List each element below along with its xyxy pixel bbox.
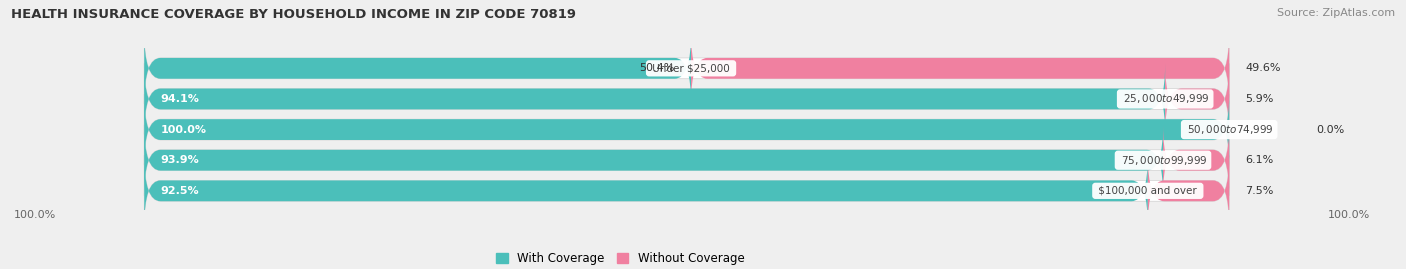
FancyBboxPatch shape — [145, 33, 1229, 104]
Text: $75,000 to $99,999: $75,000 to $99,999 — [1118, 154, 1208, 167]
Text: Source: ZipAtlas.com: Source: ZipAtlas.com — [1277, 8, 1395, 18]
Text: 50.4%: 50.4% — [640, 63, 675, 73]
Text: 100.0%: 100.0% — [160, 125, 207, 134]
FancyBboxPatch shape — [145, 155, 1229, 226]
FancyBboxPatch shape — [145, 94, 1229, 165]
Text: 6.1%: 6.1% — [1246, 155, 1274, 165]
FancyBboxPatch shape — [145, 33, 692, 104]
Text: $100,000 and over: $100,000 and over — [1095, 186, 1201, 196]
FancyBboxPatch shape — [145, 63, 1229, 134]
FancyBboxPatch shape — [692, 33, 1229, 104]
FancyBboxPatch shape — [145, 125, 1163, 196]
Text: 100.0%: 100.0% — [1329, 210, 1371, 220]
FancyBboxPatch shape — [145, 125, 1229, 196]
Text: HEALTH INSURANCE COVERAGE BY HOUSEHOLD INCOME IN ZIP CODE 70819: HEALTH INSURANCE COVERAGE BY HOUSEHOLD I… — [11, 8, 576, 21]
Text: 100.0%: 100.0% — [14, 210, 56, 220]
Text: $25,000 to $49,999: $25,000 to $49,999 — [1121, 93, 1211, 105]
FancyBboxPatch shape — [1147, 155, 1229, 226]
FancyBboxPatch shape — [1166, 63, 1229, 134]
FancyBboxPatch shape — [1163, 125, 1229, 196]
Text: 49.6%: 49.6% — [1246, 63, 1281, 73]
FancyBboxPatch shape — [145, 63, 1166, 134]
Text: 7.5%: 7.5% — [1246, 186, 1274, 196]
Text: 94.1%: 94.1% — [160, 94, 200, 104]
Legend: With Coverage, Without Coverage: With Coverage, Without Coverage — [496, 252, 745, 265]
Text: Under $25,000: Under $25,000 — [650, 63, 733, 73]
Text: 5.9%: 5.9% — [1246, 94, 1274, 104]
Text: 92.5%: 92.5% — [160, 186, 200, 196]
FancyBboxPatch shape — [145, 155, 1147, 226]
Text: $50,000 to $74,999: $50,000 to $74,999 — [1184, 123, 1274, 136]
FancyBboxPatch shape — [145, 94, 1229, 165]
Text: 0.0%: 0.0% — [1316, 125, 1344, 134]
Text: 93.9%: 93.9% — [160, 155, 200, 165]
